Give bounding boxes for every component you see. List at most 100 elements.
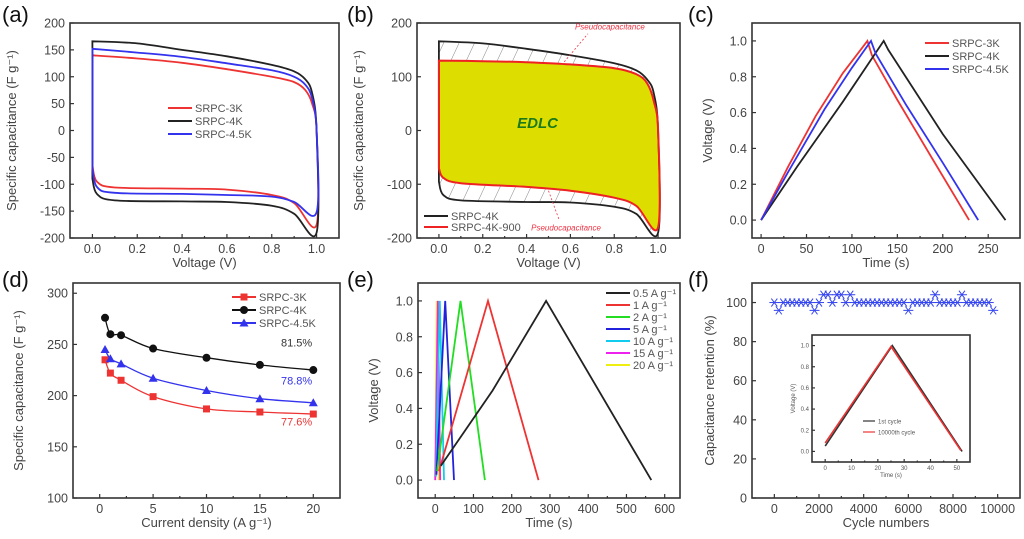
asterisk-marker [822, 290, 833, 300]
x-tick-label: 20 [306, 502, 320, 516]
marker-stroke [806, 298, 814, 307]
x-tick-label: 0 [771, 502, 778, 516]
legend-label: SRPC-4.5K [952, 64, 1010, 76]
asterisk-marker [814, 298, 824, 307]
y-tick-label: 0.8 [730, 70, 747, 84]
y-tick-label: 100 [47, 492, 68, 506]
triangle-marker [100, 345, 110, 354]
x-tick-label: 4000 [850, 502, 878, 516]
y-axis-title: Specific capacitance (F g⁻¹) [11, 310, 26, 471]
legend-item: 15 A g⁻¹ [606, 348, 673, 360]
x-tick-label: 250 [978, 242, 999, 256]
panel-a: (a) 0.0 0.2 0.4 0.6 0.8 1.0 200 150 100 50 0 -50 -100… [2, 2, 340, 270]
asterisk-marker [988, 306, 999, 315]
y-tick-label: 0.0 [396, 474, 413, 488]
gcd-curve [436, 300, 486, 481]
asterisk-marker [805, 298, 816, 307]
panel-d: (d) 0 5 10 15 20 100 150 200 250 300 Current densit… [2, 267, 341, 530]
asterisk-marker [983, 298, 994, 307]
y-tick-label: -100 [40, 178, 65, 192]
legend-item: 2 A g⁻¹ [606, 312, 667, 324]
y-tick-label: 200 [44, 17, 65, 31]
marker-stroke [927, 298, 935, 307]
circle-marker [255, 360, 264, 369]
y-tick-label: 0.0 [801, 449, 810, 455]
marker-stroke [846, 290, 854, 300]
x-tick-label: 0 [823, 466, 827, 472]
x-axis-title: Voltage (V) [172, 255, 236, 270]
circle-marker [117, 331, 126, 340]
asterisk-marker [845, 290, 856, 300]
x-tick-label: 50 [800, 242, 814, 256]
x-tick-label: 0 [758, 242, 765, 256]
square-marker [106, 369, 114, 377]
legend-item: SRPC-4.5K [925, 64, 1010, 76]
panel-label: (b) [347, 2, 374, 27]
y-tick-label: 0.2 [730, 178, 747, 192]
panel-e: (e) 0 100 200 300 400 500 600 0.0 0.2 0.4 0.6 0.8 1.0… [347, 267, 681, 530]
annotation-arrow [548, 190, 560, 221]
legend-item: SRPC-4K [925, 51, 1000, 63]
legend-item: 0.5 A g⁻¹ [606, 288, 676, 300]
legend-label: SRPC-3K [952, 38, 1000, 50]
y-tick-label: -150 [40, 205, 65, 219]
x-tick-label: 10 [848, 466, 855, 472]
asterisk-marker [827, 298, 838, 307]
panel-c: (c) 0 50 100 150 200 250 0.0 0.2 0.4 0.6 0.8 1.0 Time… [688, 2, 1021, 270]
x-axis-title: Time (s) [880, 473, 902, 479]
legend-label: SRPC-4K [952, 51, 1000, 63]
marker-stroke [954, 298, 961, 307]
legend-label: 5 A g⁻¹ [633, 324, 667, 336]
panel-label: (d) [2, 267, 29, 292]
annotation-arrow [561, 33, 589, 66]
x-tick-label: 8000 [939, 502, 967, 516]
panel-label: (c) [688, 2, 714, 27]
x-tick-label: 0 [96, 502, 103, 516]
square-marker [101, 356, 109, 364]
marker-stroke [989, 306, 997, 315]
circle-marker [202, 353, 211, 362]
marker-stroke [931, 290, 939, 300]
panel-label: (f) [688, 267, 709, 292]
asterisk-marker [836, 290, 847, 300]
panel-label: (e) [347, 267, 374, 292]
x-tick-label: 1.0 [308, 242, 325, 256]
x-tick-label: 0.6 [218, 242, 235, 256]
x-tick-label: 500 [616, 502, 637, 516]
inset-legend-label: 10000th cycle [878, 431, 916, 437]
y-tick-label: -50 [47, 151, 65, 165]
y-axis-title: Voltage (V) [791, 384, 797, 414]
triangle-marker [116, 359, 126, 368]
legend-label: SRPC-3K [259, 292, 307, 304]
legend-item: 20 A g⁻¹ [606, 360, 673, 372]
x-tick-label: 0.8 [606, 242, 623, 256]
asterisk-marker [773, 306, 784, 315]
x-tick-label: 0.4 [173, 242, 190, 256]
circle-marker [309, 366, 318, 375]
legend-item: SRPC-3K [168, 103, 243, 115]
plot-frame [417, 282, 681, 499]
y-tick-label: 0.0 [730, 214, 747, 228]
gcd-curve-srpc-3k [760, 38, 970, 221]
y-tick-label: 200 [391, 17, 412, 31]
legend-label: SRPC-4K-900 [451, 222, 521, 234]
marker-stroke [837, 290, 845, 300]
x-axis-title: Time (s) [525, 515, 572, 530]
circle-marker [149, 344, 158, 353]
legend-label: 15 A g⁻¹ [633, 348, 673, 360]
marker-stroke [985, 298, 993, 307]
y-axis-title: Capacitance retention (%) [702, 315, 717, 465]
inset-curve [824, 345, 962, 451]
x-tick-label: 30 [901, 466, 908, 472]
edlc-annotation: EDLC [517, 115, 559, 132]
circle-marker [240, 306, 248, 314]
plot-frame [811, 334, 971, 463]
y-tick-label: 80 [733, 335, 747, 349]
x-tick-label: 0.0 [84, 242, 101, 256]
x-tick-label: 20 [874, 466, 881, 472]
x-axis-title: Voltage (V) [516, 255, 580, 270]
legend-label: SRPC-4K [195, 116, 243, 128]
square-marker [117, 376, 125, 384]
retention-label: 77.6% [281, 416, 312, 428]
y-tick-label: 0.6 [396, 366, 413, 380]
